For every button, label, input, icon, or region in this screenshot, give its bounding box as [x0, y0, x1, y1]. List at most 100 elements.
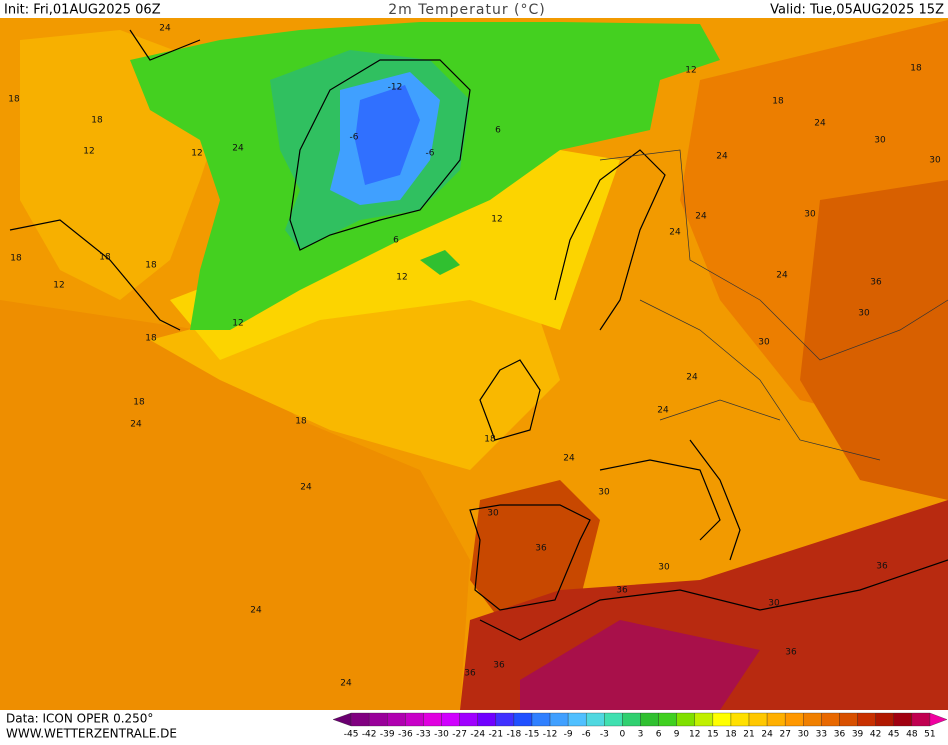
contour-label: 30 — [804, 210, 816, 220]
colorbar-swatch — [730, 712, 750, 727]
site: WWW.WETTERZENTRALE.DE — [6, 727, 177, 741]
colorbar-label: -6 — [582, 730, 591, 740]
chart-title: 2m Temperatur (°C) — [388, 2, 546, 18]
header-bar — [0, 0, 948, 18]
contour-label: 24 — [716, 152, 728, 162]
contour-label: 24 — [657, 406, 669, 416]
contour-label: 12 — [396, 273, 407, 283]
colorbar-label: -12 — [543, 730, 558, 740]
colorbar-label: -30 — [434, 730, 449, 740]
contour-label: 18 — [910, 64, 922, 74]
init-time: Init: Fri,01AUG2025 06Z — [4, 3, 161, 18]
contour-label: 24 — [130, 420, 142, 430]
colorbar-label: -9 — [564, 730, 573, 740]
contour-label: 18 — [484, 435, 496, 445]
colorbar-swatch — [911, 712, 931, 727]
colorbar-label: 33 — [816, 730, 827, 740]
colorbar-label: -3 — [600, 730, 609, 740]
contour-label: 24 — [776, 271, 788, 281]
colorbar-label: 18 — [725, 730, 737, 740]
colorbar-label: 42 — [870, 730, 881, 740]
colorbar-swatch — [821, 712, 840, 727]
colorbar-label: 48 — [906, 730, 918, 740]
contour-label: 30 — [874, 136, 886, 146]
contour-label: 18 — [772, 97, 784, 107]
colorbar-label: -39 — [380, 730, 395, 740]
contour-label: 30 — [598, 488, 610, 498]
colorbar-label: -21 — [488, 730, 503, 740]
colorbar-swatch — [441, 712, 460, 727]
colorbar-swatch — [604, 712, 623, 727]
contour-label: 36 — [870, 278, 882, 288]
contour-label: 18 — [10, 254, 22, 264]
sahara — [520, 620, 760, 710]
colorbar-swatch — [622, 712, 641, 727]
iceland — [420, 250, 460, 275]
colorbar-swatch — [766, 712, 786, 727]
contour-label: 30 — [487, 509, 499, 519]
colorbar-label: -33 — [416, 730, 431, 740]
contour-label: 36 — [493, 661, 505, 671]
colorbar-swatch — [459, 712, 478, 727]
colorbar-swatch — [586, 712, 605, 727]
contour-label: 6 — [393, 236, 399, 246]
contour-label: 24 — [250, 606, 262, 616]
contour-label: 18 — [295, 417, 307, 427]
colorbar-label: -15 — [525, 730, 540, 740]
colorbar-swatch — [531, 712, 551, 727]
contour-label: 30 — [858, 309, 870, 319]
contour-label: 24 — [814, 119, 826, 129]
colorbar-swatch — [549, 712, 569, 727]
colorbar-label: 51 — [924, 730, 935, 740]
colorbar-swatch — [640, 712, 659, 727]
contour-label: 24 — [695, 212, 707, 222]
contour-label: 12 — [491, 215, 502, 225]
contour-label: 12 — [232, 319, 243, 329]
contour-label: -6 — [426, 149, 435, 159]
warm-ocean — [0, 300, 470, 710]
contour-label: 36 — [535, 544, 547, 554]
contour-label: 30 — [658, 563, 670, 573]
colorbar: -45 -42 -39 -36 -33 -30 -27 -24 -21 -18 -15 -12 -9 -6… — [332, 712, 948, 740]
contour-label: 36 — [785, 648, 797, 658]
colorbar-label: 3 — [638, 730, 644, 740]
colorbar-label: 21 — [743, 730, 754, 740]
colorbar-label: 39 — [852, 730, 864, 740]
colorbar-label: -42 — [362, 730, 377, 740]
data-source: Data: ICON OPER 0.250° — [6, 712, 153, 726]
contour-label: 18 — [145, 334, 157, 344]
colorbar-label: 12 — [689, 730, 700, 740]
contour-label: 36 — [464, 669, 476, 679]
colorbar-swatch — [676, 712, 695, 727]
colorbar-swatch — [405, 712, 424, 727]
colorbar-swatch — [513, 712, 533, 727]
colorbar-label: -18 — [507, 730, 522, 740]
contour-label: 18 — [133, 398, 145, 408]
contour-label: 30 — [758, 338, 770, 348]
colorbar-swatch — [387, 712, 406, 727]
contour-label: 12 — [53, 281, 64, 291]
colorbar-swatch — [567, 712, 587, 727]
cool-band — [170, 150, 620, 360]
colorbar-swatch — [785, 712, 804, 727]
cold-center — [355, 85, 420, 185]
contour-label: 24 — [159, 24, 171, 34]
coastline — [9, 29, 471, 331]
coastline — [469, 149, 948, 641]
colorbar-label: 15 — [707, 730, 718, 740]
contour-label: -6 — [350, 133, 359, 143]
map: 24 18 18 12 12 24 18 18 18 12 18 12 -12 -6 -6 6 6 12 12 12 1… — [0, 18, 948, 710]
contour-label: 24 — [563, 454, 575, 464]
contour-label: 24 — [669, 228, 681, 238]
colorbar-swatch — [477, 712, 496, 727]
contour-label: 30 — [768, 599, 780, 609]
contour-label: 12 — [191, 149, 202, 159]
colorbar-swatch — [694, 712, 714, 727]
contour-labels: 24 18 18 12 12 24 18 18 18 12 18 12 -12 -6 -6 6 6 12 12 12 1… — [8, 24, 941, 689]
contour-label: 18 — [91, 116, 103, 126]
colorbar-swatch — [803, 712, 822, 727]
colorbar-label: 0 — [620, 730, 626, 740]
contour-label: 36 — [616, 586, 628, 596]
mild-band — [150, 260, 560, 470]
